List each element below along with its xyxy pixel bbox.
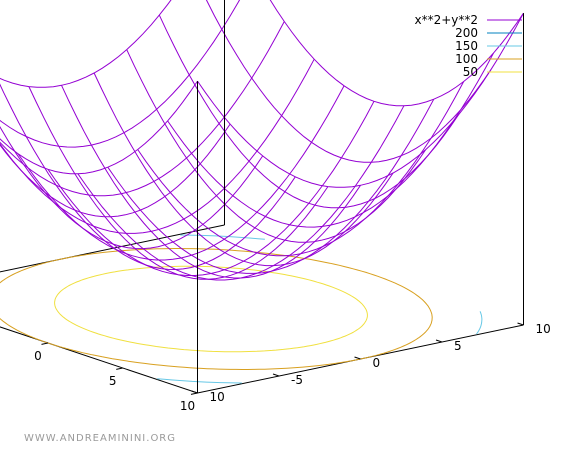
- y-tick: [191, 390, 198, 394]
- vertical-edges: [197, 0, 524, 393]
- mesh-line-y: [0, 125, 264, 250]
- mesh-line-y: [158, 14, 459, 209]
- mesh-line-x: [0, 0, 172, 88]
- mesh-line-y: [269, 0, 524, 107]
- tick-labels: 200180160140120100806040200-10-5051010-5…: [34, 322, 551, 413]
- mesh-line-y: [61, 85, 361, 279]
- y-tick: [354, 356, 361, 360]
- surface-mesh: [0, 0, 524, 281]
- y-tick: [272, 373, 280, 377]
- y-tick-label: 10: [210, 390, 225, 404]
- contour-100: [0, 248, 433, 370]
- contour-150: [476, 311, 483, 335]
- legend-label: 50: [463, 65, 478, 79]
- y-tick: [517, 322, 524, 326]
- y-tick-label: 0: [373, 356, 381, 370]
- x-tick-label: 0: [34, 349, 42, 363]
- mesh-line-y: [28, 86, 329, 280]
- contour-150: [157, 378, 242, 384]
- x-tick: [190, 392, 198, 395]
- mesh-line-y: [126, 49, 427, 243]
- mesh-line-y: [0, 123, 231, 218]
- contour-lines: [0, 234, 483, 384]
- legend-label: x**2+y**2: [414, 13, 478, 27]
- y-tick-label: 5: [454, 339, 462, 353]
- base-frame: [0, 224, 524, 394]
- legend-label: 100: [455, 52, 478, 66]
- legend-label: 150: [455, 39, 478, 53]
- x-tick: [116, 367, 123, 370]
- base-axes: [0, 224, 524, 394]
- contour-50: [54, 265, 368, 353]
- watermark: WWW.ANDREAMININI.ORG: [24, 433, 177, 444]
- x-tick-label: 10: [180, 399, 195, 413]
- y-tick-label: 10: [536, 322, 551, 336]
- mesh-line-y: [205, 0, 492, 163]
- contour-150: [180, 234, 265, 240]
- mesh-line-y: [93, 72, 394, 267]
- y-tick: [435, 339, 443, 343]
- mesh-line-x: [0, 58, 315, 234]
- mesh-line-y: [0, 83, 296, 271]
- mesh-line-x: [167, 52, 495, 228]
- mesh-line-x: [0, 0, 241, 148]
- y-tick-label: -5: [291, 373, 303, 387]
- mesh-line-y: [0, 80, 198, 175]
- x-tick-label: 5: [109, 374, 117, 388]
- x-tick: [41, 342, 49, 345]
- legend-label: 200: [455, 26, 478, 40]
